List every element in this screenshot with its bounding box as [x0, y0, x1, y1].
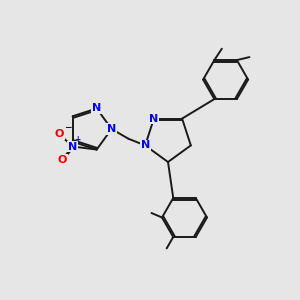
- Text: N: N: [92, 103, 101, 113]
- Text: N: N: [68, 142, 77, 152]
- Text: O: O: [58, 155, 67, 165]
- Text: O: O: [55, 129, 64, 139]
- Text: N: N: [140, 140, 150, 150]
- Text: N: N: [107, 124, 116, 134]
- Text: N: N: [149, 114, 158, 124]
- Text: −: −: [64, 123, 71, 132]
- Text: +: +: [74, 134, 81, 143]
